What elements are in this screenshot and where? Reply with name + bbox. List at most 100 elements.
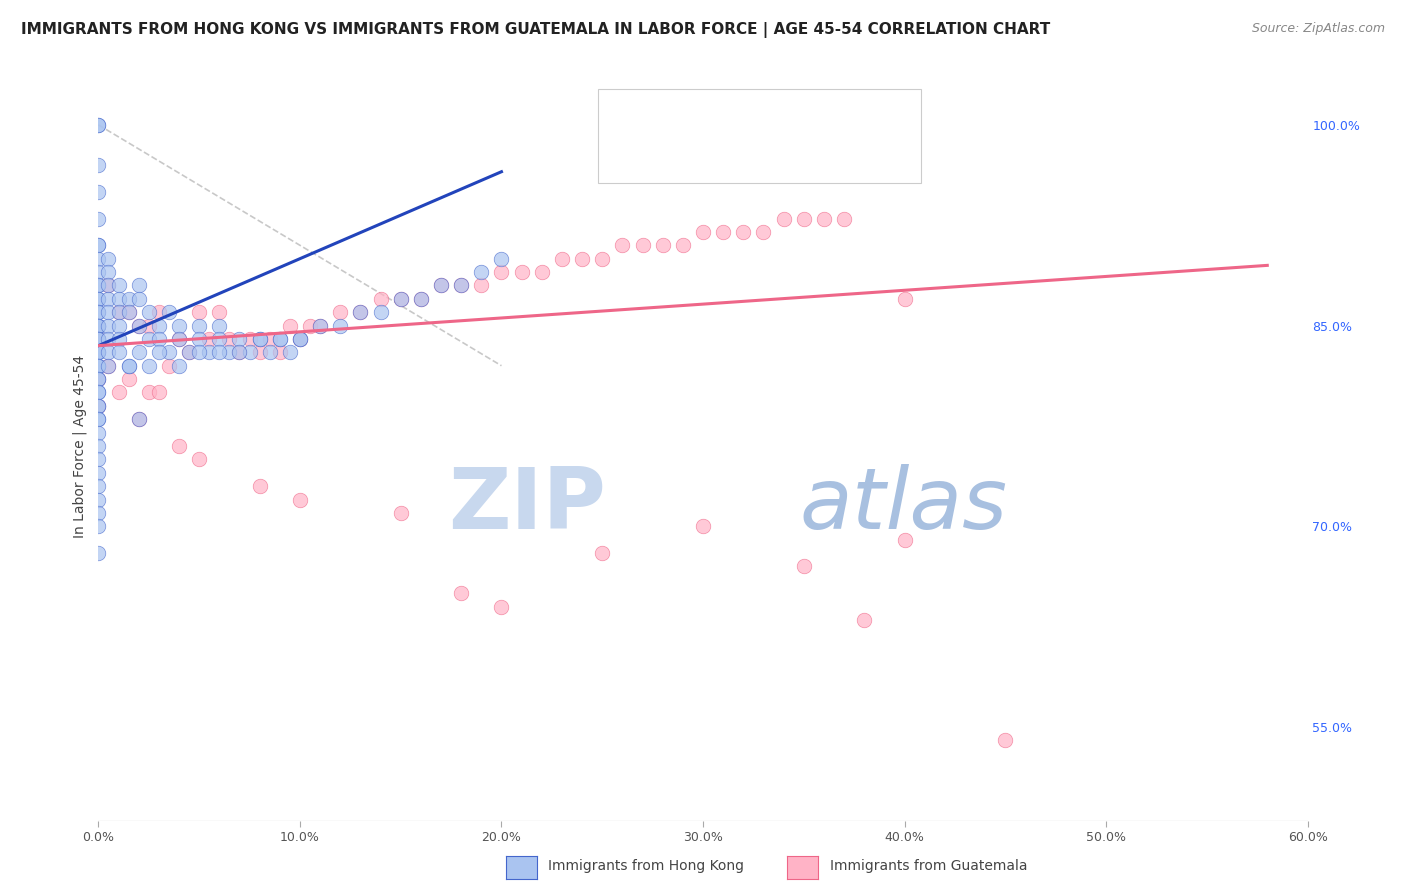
Point bbox=[893, 533, 915, 547]
Point bbox=[87, 305, 110, 319]
Point bbox=[228, 345, 250, 359]
Text: ZIP: ZIP bbox=[449, 465, 606, 548]
Point bbox=[87, 372, 110, 386]
Text: Source: ZipAtlas.com: Source: ZipAtlas.com bbox=[1251, 22, 1385, 36]
Point bbox=[87, 238, 110, 252]
Point bbox=[329, 318, 352, 333]
Point bbox=[269, 332, 291, 346]
Point bbox=[218, 332, 240, 346]
Point bbox=[208, 345, 231, 359]
Point bbox=[97, 359, 120, 373]
Point bbox=[87, 332, 110, 346]
Point bbox=[97, 278, 120, 293]
Point bbox=[157, 345, 180, 359]
Point bbox=[198, 332, 221, 346]
Point bbox=[107, 385, 129, 400]
Text: N =: N = bbox=[770, 153, 804, 168]
Point bbox=[107, 345, 129, 359]
Point bbox=[87, 265, 110, 279]
Point bbox=[118, 359, 141, 373]
Text: N =: N = bbox=[770, 120, 804, 135]
Text: Immigrants from Guatemala: Immigrants from Guatemala bbox=[830, 859, 1026, 873]
Point bbox=[87, 345, 110, 359]
Text: atlas: atlas bbox=[800, 465, 1008, 548]
Point bbox=[450, 278, 472, 293]
Point bbox=[87, 278, 110, 293]
Point bbox=[793, 559, 815, 574]
Point bbox=[128, 318, 150, 333]
Point bbox=[87, 238, 110, 252]
Point bbox=[450, 278, 472, 293]
Point bbox=[87, 345, 110, 359]
Point bbox=[87, 399, 110, 413]
Text: R =: R = bbox=[658, 120, 692, 135]
Point bbox=[87, 412, 110, 426]
Point bbox=[87, 399, 110, 413]
Point bbox=[409, 292, 432, 306]
Point bbox=[87, 318, 110, 333]
Point bbox=[87, 185, 110, 199]
Point bbox=[188, 345, 211, 359]
Point bbox=[107, 332, 129, 346]
Point bbox=[259, 345, 281, 359]
Point bbox=[571, 252, 593, 266]
Point bbox=[167, 332, 190, 346]
Point bbox=[107, 318, 129, 333]
Point bbox=[167, 332, 190, 346]
Point bbox=[87, 546, 110, 560]
Point bbox=[97, 305, 120, 319]
Point bbox=[87, 292, 110, 306]
Point bbox=[793, 211, 815, 226]
Point bbox=[118, 372, 141, 386]
Point bbox=[672, 238, 695, 252]
Point bbox=[591, 546, 613, 560]
Point bbox=[389, 292, 412, 306]
Point bbox=[269, 332, 291, 346]
Point bbox=[711, 225, 734, 239]
Text: 0.215: 0.215 bbox=[711, 153, 759, 168]
Point bbox=[128, 412, 150, 426]
Point bbox=[87, 412, 110, 426]
Point bbox=[288, 332, 311, 346]
Point bbox=[813, 211, 835, 226]
Point bbox=[87, 211, 110, 226]
Point bbox=[228, 332, 250, 346]
Y-axis label: In Labor Force | Age 45-54: In Labor Force | Age 45-54 bbox=[73, 354, 87, 538]
Point bbox=[288, 332, 311, 346]
Point bbox=[87, 305, 110, 319]
Point bbox=[491, 265, 513, 279]
Point bbox=[87, 359, 110, 373]
Point bbox=[198, 345, 221, 359]
Point bbox=[87, 372, 110, 386]
Point bbox=[470, 265, 492, 279]
Point bbox=[167, 439, 190, 453]
Point bbox=[97, 265, 120, 279]
Point bbox=[97, 318, 120, 333]
Point bbox=[138, 305, 160, 319]
Point bbox=[208, 305, 231, 319]
Point bbox=[299, 318, 322, 333]
Point bbox=[269, 345, 291, 359]
Point bbox=[188, 332, 211, 346]
Point bbox=[249, 345, 271, 359]
Point bbox=[389, 292, 412, 306]
Point bbox=[128, 318, 150, 333]
Point bbox=[329, 305, 352, 319]
Point bbox=[278, 345, 301, 359]
Point bbox=[612, 238, 634, 252]
Point bbox=[491, 599, 513, 614]
Point bbox=[157, 359, 180, 373]
Point bbox=[349, 305, 371, 319]
Point bbox=[87, 278, 110, 293]
Point bbox=[118, 305, 141, 319]
Point bbox=[87, 452, 110, 467]
Point bbox=[239, 345, 262, 359]
Point bbox=[138, 318, 160, 333]
Text: Immigrants from Hong Kong: Immigrants from Hong Kong bbox=[548, 859, 744, 873]
Point bbox=[87, 318, 110, 333]
Point bbox=[128, 292, 150, 306]
Text: R =: R = bbox=[658, 153, 692, 168]
Point bbox=[128, 412, 150, 426]
Point bbox=[87, 479, 110, 493]
Point bbox=[157, 305, 180, 319]
